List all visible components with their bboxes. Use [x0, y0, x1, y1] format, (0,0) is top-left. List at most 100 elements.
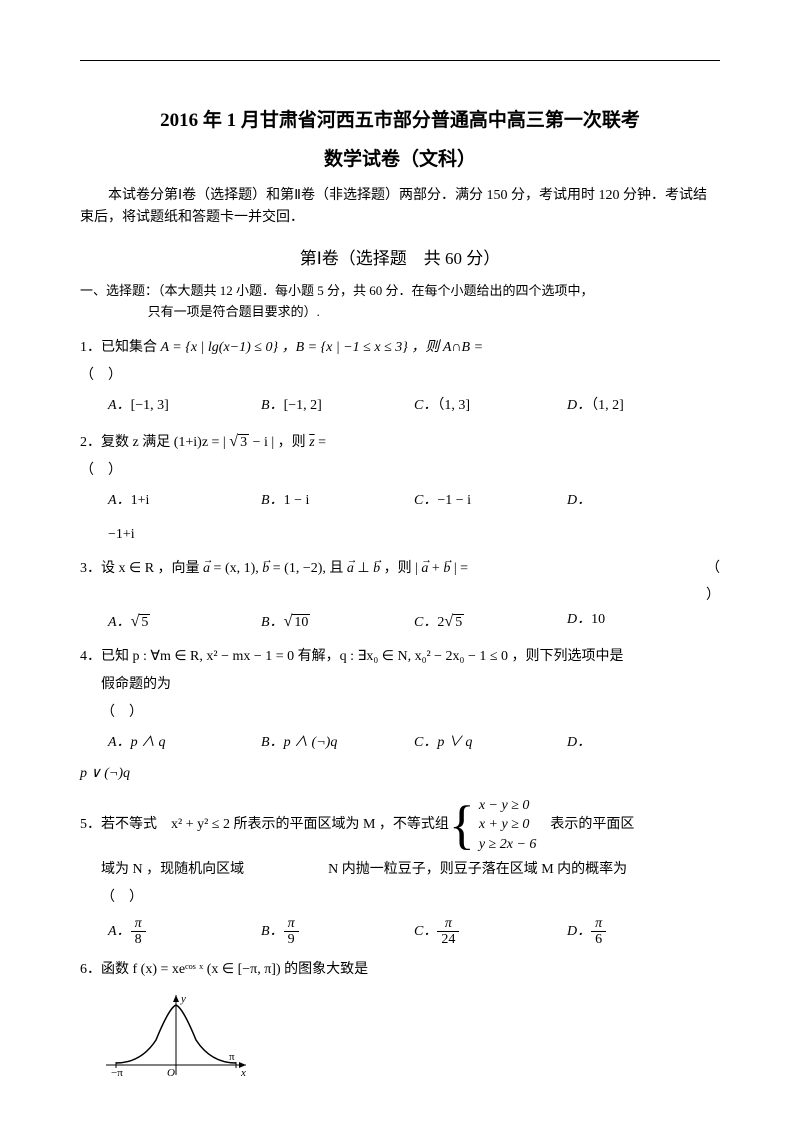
q5-opt-c: C．π24	[414, 916, 567, 948]
q2-opt-b: B．1 − i	[261, 489, 414, 513]
q6-stem: 6．函数 f (x) = xeᶜᵒˢ ˣ (x ∈ [−π, π]) 的图象大致…	[80, 958, 720, 982]
q5-pre: 5．若不等式 x² + y² ≤ 2 所表示的平面区域为 M ，不等式组	[80, 813, 449, 837]
q5-post: 表示的平面区	[536, 813, 634, 837]
sqrt-icon: 5	[444, 608, 464, 635]
x-right-label: π	[229, 1051, 235, 1063]
section-title: 第Ⅰ卷（选择题 共 60 分）	[80, 244, 720, 269]
lblA4: A．	[108, 735, 131, 750]
q4-opt-d: D．	[567, 731, 720, 755]
q2-a: 1+i	[131, 493, 150, 508]
q5-b-d: 9	[284, 932, 299, 947]
vec-b: b	[262, 561, 269, 576]
q4-d: p ∨ (¬)q	[80, 766, 130, 781]
q3-pl: （	[706, 561, 720, 576]
q2-paren: （ ）	[80, 459, 720, 483]
vec-a2: a	[347, 561, 354, 576]
q3-options: A．5 B．10 C．25 D．10	[80, 608, 720, 635]
lblB3: B．	[261, 615, 284, 630]
q2-sqrt: 3	[238, 434, 249, 450]
instr-line1: 一、选择题：（本大题共 12 小题．每小题 5 分，共 60 分．在每个小题给出…	[80, 283, 594, 298]
lblC3: C．	[414, 615, 437, 630]
q5-sys2: x + y ≥ 0	[479, 815, 537, 835]
lblB: B．	[261, 398, 284, 413]
lblA5: A．	[108, 924, 131, 939]
lblC: C．	[414, 398, 437, 413]
q2-d: −1+i	[108, 523, 135, 547]
top-rule	[80, 60, 720, 61]
y-arrow-icon	[173, 995, 179, 1002]
question-4: 4．已知 p : ∀m ∈ R, x² − mx − 1 = 0 有解，q : …	[80, 645, 720, 754]
q3-stem: 3．设 x ∈ R ，向量 a = (x, 1), b = (1, −2), 且…	[80, 557, 720, 581]
q1-c-val: （1, 3]	[437, 398, 470, 413]
q5-opt-d: D．π6	[567, 916, 720, 948]
q2-opt-d: D．	[567, 489, 720, 513]
q3-a-sqrt: 5	[139, 614, 150, 630]
q1-opt-d: D．（1, 2]	[567, 394, 720, 418]
q5-stem1: 5．若不等式 x² + y² ≤ 2 所表示的平面区域为 M ，不等式组 { x…	[80, 796, 720, 855]
lblD5: D．	[567, 924, 591, 939]
sqrt-icon: 3	[229, 428, 249, 455]
graph-svg: y x O −π π	[101, 990, 251, 1085]
q4-c: p ∨ q	[437, 735, 472, 750]
lblC2: C．	[414, 493, 437, 508]
intro-paragraph: 本试卷分第Ⅰ卷（选择题）和第Ⅱ卷（非选择题）两部分．满分 150 分，考试用时 …	[80, 185, 720, 230]
q3-m1: = (x, 1),	[210, 561, 262, 576]
question-6: 6．函数 f (x) = xeᶜᵒˢ ˣ (x ∈ [−π, π]) 的图象大致…	[80, 958, 720, 1094]
q3-c-sqrt: 5	[453, 614, 464, 630]
q5-paren: （ ）	[80, 886, 720, 910]
question-1: 1．已知集合 A = {x | lg(x−1) ≤ 0} ，B = {x | −…	[80, 336, 720, 417]
lblC5: C．	[414, 924, 437, 939]
q4-stem1: 4．已知 p : ∀m ∈ R, x² − mx − 1 = 0 有解，q : …	[80, 645, 720, 669]
q4-stem2: 假命题的为	[80, 673, 720, 697]
q2-mid: − i | ，则	[249, 435, 309, 450]
lblD2: D．	[567, 493, 591, 508]
section-instructions: 一、选择题：（本大题共 12 小题．每小题 5 分，共 60 分．在每个小题给出…	[80, 281, 720, 323]
q3-paren-right: （	[706, 557, 720, 581]
q2-pre: 2．复数 z 满足 (1+i)z = |	[80, 435, 229, 450]
q5-sys1: x − y ≥ 0	[479, 796, 537, 816]
q5-a-d: 8	[131, 932, 146, 947]
origin-label: O	[167, 1067, 175, 1079]
question-2: 2．复数 z 满足 (1+i)z = | 3 − i | ，则 z = （ ） …	[80, 428, 720, 547]
q4-opt-d-standalone: p ∨ (¬)q	[80, 765, 720, 782]
q3-paren-close-line: ）	[80, 584, 720, 608]
q3-b-sqrt: 10	[292, 614, 310, 630]
q2-opt-d-line: −1+i	[80, 523, 720, 547]
title-main: 2016 年 1 月甘肃省河西五市部分普通高中高三第一次联考	[80, 105, 720, 132]
q4-paren: （ ）	[80, 701, 720, 725]
x-left-label: −π	[111, 1067, 123, 1079]
lblB4: B．	[261, 735, 284, 750]
q3-opt-a: A． 5	[108, 608, 261, 635]
question-5: 5．若不等式 x² + y² ≤ 2 所表示的平面区域为 M ，不等式组 { x…	[80, 796, 720, 948]
y-label: y	[180, 993, 186, 1005]
q4-opt-a: A．p ∧ q	[108, 731, 261, 755]
q4-opt-c: C．p ∨ q	[414, 731, 567, 755]
q2-post: =	[315, 435, 326, 450]
q1-opt-a: A．[−1, 3]	[108, 394, 261, 418]
q2-options: A．1+i B．1 − i C．−1 − i D．	[80, 489, 720, 513]
fraction-icon: π24	[437, 916, 459, 948]
q4-options: A．p ∧ q B．p ∧ (¬)q C．p ∨ q D．	[80, 731, 720, 755]
q3-m2: = (1, −2), 且	[269, 561, 347, 576]
q4-l1: 4．已知 p : ∀m ∈ R, x² − mx − 1 = 0 有解，q : …	[80, 649, 624, 664]
q2-b: 1 − i	[284, 493, 310, 508]
q5-d-d: 6	[591, 932, 606, 947]
q5-sys3: y ≥ 2x − 6	[479, 835, 537, 855]
q5-d-n: π	[591, 916, 606, 932]
vec-b2: b	[373, 561, 380, 576]
lblD4: D．	[567, 735, 591, 750]
left-brace-icon: {	[449, 798, 475, 852]
brace-system-icon: { x − y ≥ 0 x + y ≥ 0 y ≥ 2x − 6	[449, 796, 536, 855]
q4-a: p ∧ q	[131, 735, 166, 750]
lblA: A．	[108, 398, 131, 413]
q5-stem2: 域为 N ，现随机向区域 N 内抛一粒豆子，则豆子落在区域 M 内的概率为	[80, 858, 720, 882]
title-subject: 数学试卷（文科）	[80, 144, 720, 171]
vec-a3: a	[421, 561, 428, 576]
fraction-icon: π9	[284, 916, 299, 948]
lblC4: C．	[414, 735, 437, 750]
q2-opt-a: A．1+i	[108, 489, 261, 513]
q5-opt-a: A．π8	[108, 916, 261, 948]
lblA2: A．	[108, 493, 131, 508]
q6-graph: y x O −π π	[101, 990, 720, 1094]
lblA3: A．	[108, 615, 131, 630]
